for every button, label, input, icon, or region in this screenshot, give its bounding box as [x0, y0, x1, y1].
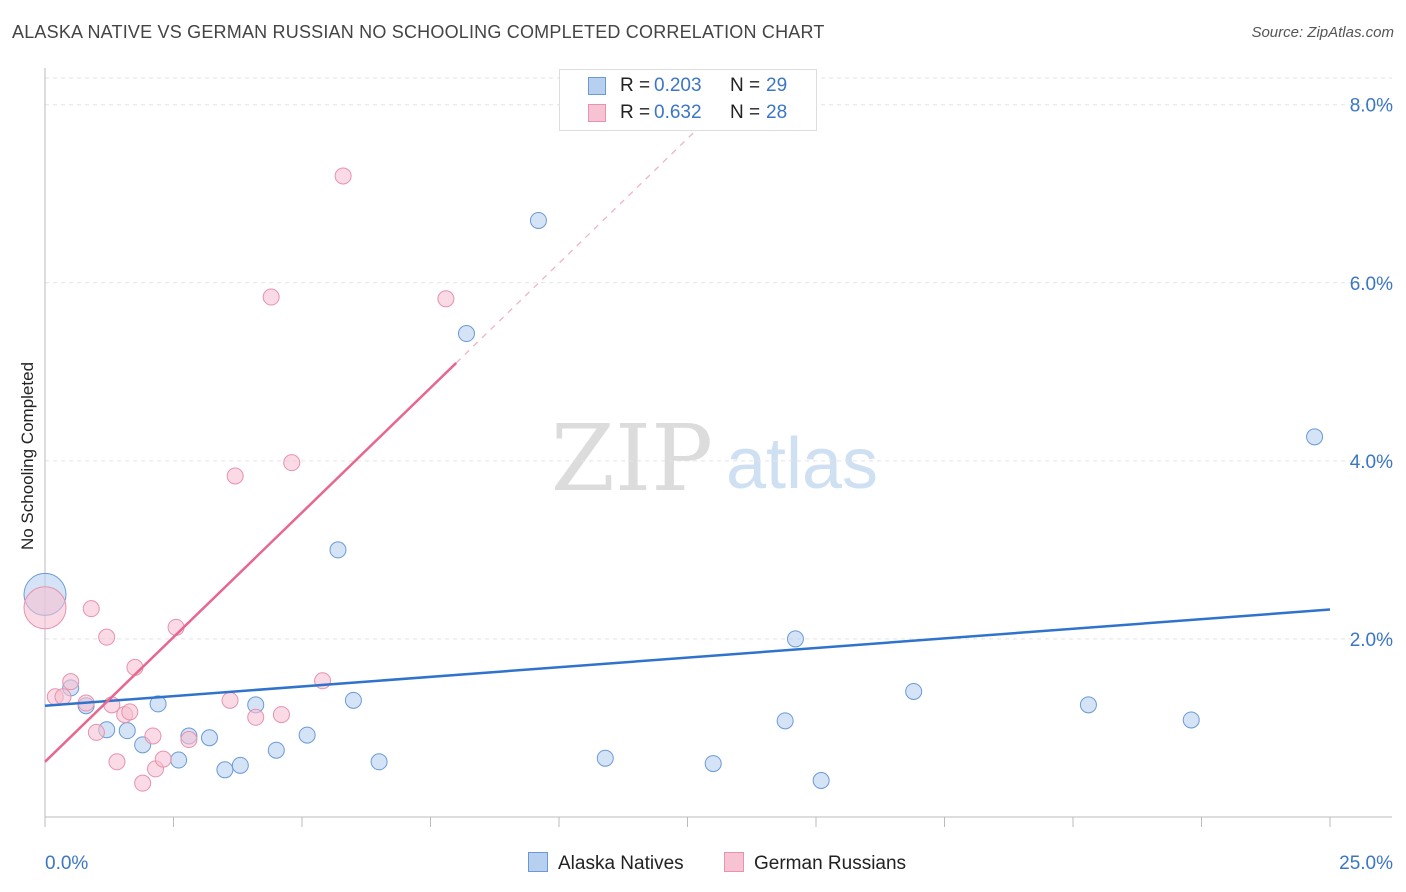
alaska-natives-point	[118, 722, 136, 740]
alaska-natives-point	[905, 682, 923, 700]
legend-row-alaska-natives: R = 0.203 N = 29	[560, 73, 816, 99]
alaska-natives-point	[170, 751, 188, 769]
german-russians-point	[144, 727, 162, 745]
legend-label: German Russians	[754, 853, 907, 874]
n-label: N =	[730, 102, 761, 123]
german-russians-point	[247, 708, 265, 726]
alaska-natives-legend-swatch-icon	[528, 852, 548, 872]
alaska-natives-trend-line	[44, 608, 1331, 707]
n-value: 28	[766, 102, 788, 123]
german-russians-point	[262, 288, 280, 306]
german-russians-point	[272, 706, 290, 724]
r-value: 0.203	[654, 75, 702, 96]
legend-row-german-russians: R = 0.632 N = 28	[560, 100, 816, 126]
r-value: 0.632	[654, 102, 702, 123]
german-russians-point	[134, 774, 152, 792]
watermark-zip: ZIP	[551, 405, 713, 512]
alaska-natives-point	[1306, 428, 1324, 446]
alaska-natives-point	[812, 771, 830, 789]
x-tick-label-min: 0.0%	[45, 853, 88, 874]
german-russians-point	[437, 290, 455, 308]
alaska-natives-point	[267, 741, 285, 759]
german-russians-point	[221, 691, 239, 709]
n-label: N =	[730, 75, 761, 96]
y-tick-label: 6.0%	[1350, 274, 1393, 295]
german-russians-point	[154, 750, 172, 768]
german-russians-trend-line	[44, 362, 458, 763]
correlation-legend: R = 0.203 N = 29 R = 0.632 N = 28	[559, 69, 817, 131]
x-tick-label-max: 25.0%	[1339, 853, 1393, 874]
german-russians-legend-swatch-icon	[724, 852, 744, 872]
german-russians-point	[82, 600, 100, 618]
alaska-natives-point	[704, 755, 722, 773]
german-russians-trend-extension	[455, 113, 714, 364]
german-russians-point	[54, 688, 72, 706]
alaska-natives-point	[231, 756, 249, 774]
r-label: R =	[620, 102, 651, 123]
alaska-natives-point	[370, 753, 388, 771]
alaska-natives-point	[298, 726, 316, 744]
source-attribution: Source: ZipAtlas.com	[1251, 24, 1394, 41]
alaska-natives-point	[344, 691, 362, 709]
german-russians-point	[226, 467, 244, 485]
alaska-natives-point	[1182, 711, 1200, 729]
n-value: 29	[766, 75, 788, 96]
alaska-natives-point	[149, 695, 167, 713]
german-russians-point	[121, 703, 139, 721]
german-russians-swatch-icon	[588, 104, 606, 122]
alaska-natives-point	[776, 712, 794, 730]
alaska-natives-point	[1079, 696, 1097, 714]
german-russians-point	[23, 586, 67, 630]
german-russians-point	[283, 454, 301, 472]
alaska-natives-point	[200, 729, 218, 747]
alaska-natives-point	[786, 630, 804, 648]
watermark-atlas: atlas	[726, 424, 878, 504]
german-russians-point	[62, 673, 80, 691]
y-tick-label: 4.0%	[1350, 452, 1393, 473]
alaska-natives-swatch-icon	[588, 77, 606, 95]
alaska-natives-point	[457, 325, 475, 343]
bottom-legend-alaska-natives: Alaska Natives	[528, 852, 684, 875]
y-tick-label: 2.0%	[1350, 630, 1393, 651]
alaska-natives-point	[596, 749, 614, 767]
alaska-natives-point	[329, 541, 347, 559]
alaska-natives-point	[216, 761, 234, 779]
german-russians-point	[108, 753, 126, 771]
chart-title: ALASKA NATIVE VS GERMAN RUSSIAN NO SCHOO…	[12, 22, 825, 42]
german-russians-point	[334, 167, 352, 185]
r-label: R =	[620, 75, 651, 96]
german-russians-point	[87, 723, 105, 741]
german-russians-point	[180, 731, 198, 749]
legend-label: Alaska Natives	[558, 853, 684, 874]
bottom-legend-german-russians: German Russians	[724, 852, 906, 875]
german-russians-point	[98, 628, 116, 646]
alaska-natives-point	[529, 211, 547, 229]
y-tick-label: 8.0%	[1350, 96, 1393, 117]
